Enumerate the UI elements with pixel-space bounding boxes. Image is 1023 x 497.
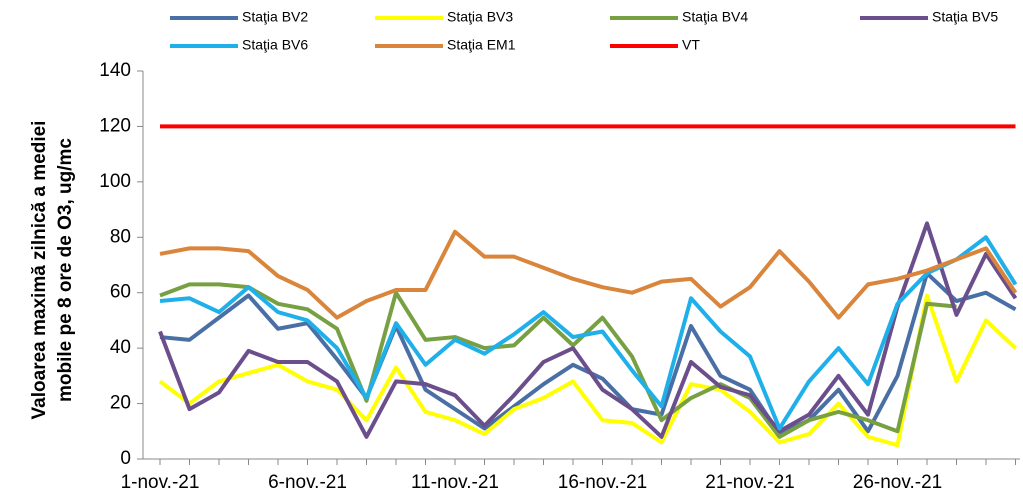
y-tick-label: 120 <box>99 115 131 136</box>
legend-label: Staţia BV3 <box>447 9 513 25</box>
legend-label: Staţia BV6 <box>242 37 308 53</box>
y-axis-label: mobile pe 8 ore de O3, ug/mc <box>55 138 76 402</box>
legend-label: Staţia BV2 <box>242 9 308 25</box>
x-tick-label: 1-nov.-21 <box>121 472 200 493</box>
y-tick-label: 60 <box>110 282 131 303</box>
series-line <box>159 271 1017 437</box>
x-tick-label: 26-nov.-21 <box>853 472 942 493</box>
x-tick-label: 16-nov.-21 <box>558 472 647 493</box>
x-tick-label: 11-nov.-21 <box>411 472 499 493</box>
series-line <box>158 293 1017 448</box>
y-tick-label: 100 <box>99 171 131 192</box>
series-line <box>159 235 1018 431</box>
series-line <box>158 221 1018 439</box>
y-tick-label: 80 <box>110 226 131 247</box>
legend-label: Staţia BV4 <box>682 9 748 25</box>
y-axis-label: Valoarea maximă zilnică a mediei <box>29 121 50 420</box>
y-tick-label: 20 <box>110 393 131 414</box>
legend-label: Staţia BV5 <box>932 9 998 25</box>
x-tick-label: 21-nov.-21 <box>705 472 794 493</box>
legend-label: VT <box>682 37 700 53</box>
legend-label: Staţia EM1 <box>447 37 516 53</box>
x-tick-label: 6-nov.-21 <box>268 472 347 493</box>
series-line <box>159 282 957 439</box>
y-tick-label: 40 <box>110 337 131 358</box>
series-line <box>159 229 1018 320</box>
y-tick-label: 0 <box>120 448 131 469</box>
y-tick-label: 140 <box>99 60 131 81</box>
